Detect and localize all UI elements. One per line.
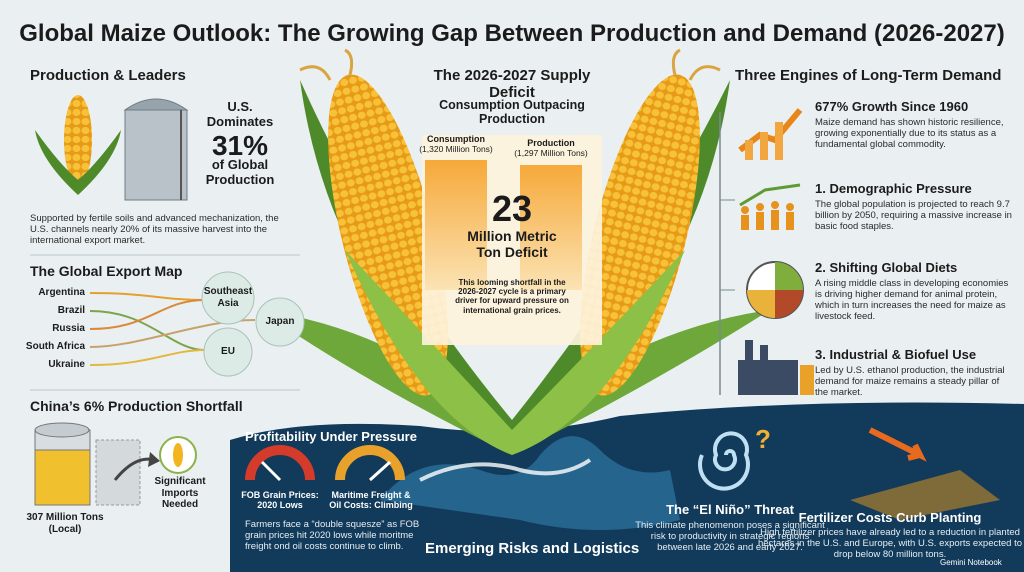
stat-suffix: of Global Production xyxy=(205,157,275,187)
exporter: Ukraine xyxy=(48,359,85,370)
question-icon: ? xyxy=(755,424,771,454)
section-heading: Three Engines of Long-Term Demand xyxy=(735,67,1002,84)
exporter: Argentina xyxy=(38,287,85,298)
exporter: Russia xyxy=(52,323,85,334)
paragraph: The global population is projected to re… xyxy=(815,199,1012,232)
demand-title: 1. Demographic Pressure xyxy=(815,181,972,196)
subheading: Consumption Outpacing Production xyxy=(439,98,585,127)
section-heading: Emerging Risks and Logistics xyxy=(425,540,640,557)
title: Global Maize Outlook: The Growing Gap Be… xyxy=(19,20,1005,47)
destination: Southeast Asia xyxy=(203,286,253,309)
paragraph: Maize demand has shown historic resilien… xyxy=(815,117,1004,150)
stat-value: 31% xyxy=(211,130,269,161)
exporter: Brazil xyxy=(57,305,85,316)
paragraph: This climate phenomenon poses a signific… xyxy=(635,520,825,553)
risk-title: Fertilizer Costs Curb Planting xyxy=(798,510,982,525)
deficit-number: 23 xyxy=(491,188,533,229)
section-heading: Production & Leaders xyxy=(30,67,186,84)
paragraph: Supported by fertile soils and advanced … xyxy=(30,213,279,246)
stat-prefix: U.S. Dominates xyxy=(206,99,274,129)
deficit-unit: Million Metric Ton Deficit xyxy=(467,228,557,261)
bar-value: (1,320 Million Tons) xyxy=(419,144,493,154)
demand-title: 677% Growth Since 1960 xyxy=(815,99,969,114)
demand-title: 3. Industrial & Biofuel Use xyxy=(815,347,977,362)
destination: Japan xyxy=(265,316,295,327)
imports-label: Significant Imports Needed xyxy=(154,476,206,510)
gauge-label: FOB Grain Prices: 2020 Lows xyxy=(241,490,319,511)
section-heading: Profitability Under Pressure xyxy=(245,429,417,444)
paragraph: This looming shortfall in the 2026-2027 … xyxy=(455,278,569,315)
section-heading: The Global Export Map xyxy=(30,263,183,279)
paragraph: Farmers face a “double squesze” as FOB g… xyxy=(245,519,420,552)
brand: Gemini Notebook xyxy=(940,558,1002,567)
gauge-label: Maritime Freight & Oil Costs: Climbing xyxy=(329,490,413,511)
risk-title: The “El Niño” Threat xyxy=(666,502,794,517)
bar-label: Production xyxy=(527,138,575,148)
silo-label: 307 Million Tons (Local) xyxy=(26,512,104,535)
paragraph: A rising middle class in developing econ… xyxy=(815,278,1009,322)
exporter: South Africa xyxy=(25,341,85,352)
bar-label: Consumption xyxy=(427,134,485,144)
section-heading: China’s 6% Production Shortfall xyxy=(30,398,243,414)
demand-title: 2. Shifting Global Diets xyxy=(815,260,958,275)
paragraph: Led by U.S. ethanol production, the indu… xyxy=(815,365,1005,398)
bar-value: (1,297 Million Tons) xyxy=(514,148,588,158)
paragraph: High fertilizer prices have already led … xyxy=(757,527,1023,560)
section-heading: The 2026-2027 Supply Deficit xyxy=(433,67,591,102)
destination: EU xyxy=(221,346,235,357)
